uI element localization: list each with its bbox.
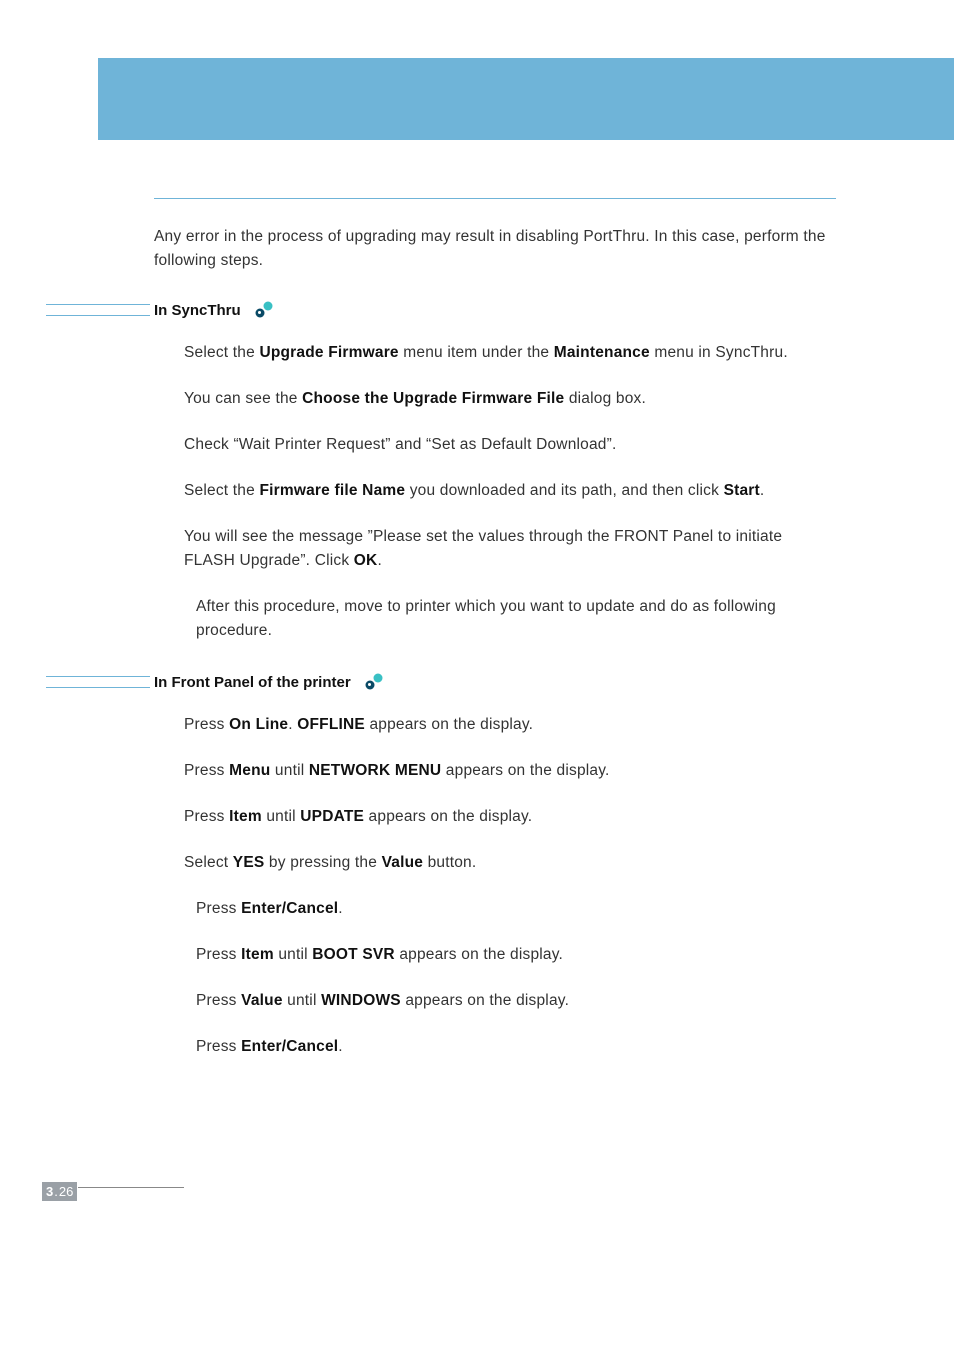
step: Press On Line. OFFLINE appears on the di…	[184, 713, 836, 737]
section-title: In Front Panel of the printer	[154, 674, 351, 691]
step: Select the Upgrade Firmware menu item un…	[184, 341, 836, 365]
step: Press Menu until NETWORK MENU appears on…	[184, 759, 836, 783]
footer-rule	[78, 1187, 184, 1188]
section-heading-frontpanel: In Front Panel of the printer	[46, 673, 836, 691]
syncthru-steps: Select the Upgrade Firmware menu item un…	[184, 341, 836, 573]
heading-rule-icon	[46, 302, 150, 318]
step: Press Value until WINDOWS appears on the…	[196, 989, 836, 1013]
link-icon	[363, 673, 385, 691]
section-heading-syncthru: In SyncThru	[46, 301, 836, 319]
page-number: 26	[59, 1184, 73, 1199]
step: Press Enter/Cancel.	[196, 1035, 836, 1059]
step: Select the Firmware file Name you downlo…	[184, 479, 836, 503]
step: Check “Wait Printer Request” and “Set as…	[184, 433, 836, 457]
link-icon	[253, 301, 275, 319]
frontpanel-steps: Press On Line. OFFLINE appears on the di…	[184, 713, 836, 1059]
step: Press Item until UPDATE appears on the d…	[184, 805, 836, 829]
step: Select YES by pressing the Value button.	[184, 851, 836, 875]
intro-text: Any error in the process of upgrading ma…	[154, 198, 836, 273]
chapter-number: 3	[46, 1184, 53, 1199]
header-bar	[98, 58, 954, 140]
step: You will see the message ”Please set the…	[184, 525, 836, 573]
step: Press Enter/Cancel.	[196, 897, 836, 921]
page-footer: 3.26	[0, 1169, 954, 1229]
page-dot: .	[54, 1184, 58, 1199]
step: You can see the Choose the Upgrade Firmw…	[184, 387, 836, 411]
section-title: In SyncThru	[154, 302, 241, 319]
page-content: Any error in the process of upgrading ma…	[0, 140, 954, 1059]
heading-rule-icon	[46, 674, 150, 690]
page-number-box: 3.26	[42, 1182, 77, 1201]
section-note: After this procedure, move to printer wh…	[196, 595, 836, 643]
step: Press Item until BOOT SVR appears on the…	[196, 943, 836, 967]
